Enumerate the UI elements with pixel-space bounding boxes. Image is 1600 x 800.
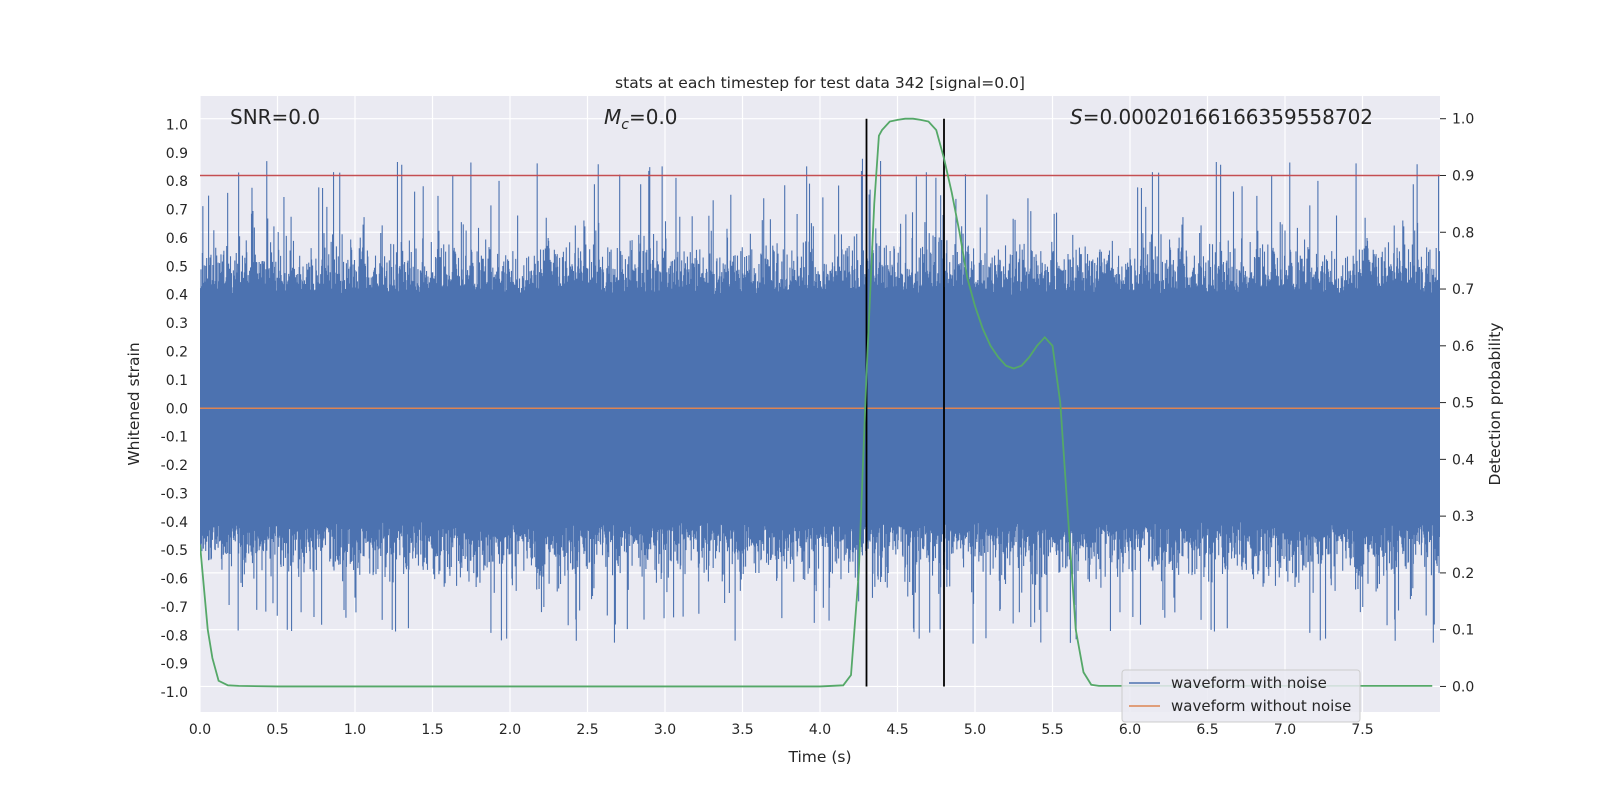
axes: 0.0 0.5 1.0 1.5 2.0 2.5 3.0 3.5 4.0 4.5 5.0 5.5 6.0 6…: [161, 112, 1475, 738]
y-tick-label: 0.6: [166, 231, 188, 247]
y-axis-label: Whitened strain: [125, 342, 143, 465]
y2-tick-label: 1.0: [1452, 112, 1474, 128]
x-tick-label: 2.0: [499, 722, 521, 738]
x-tick-label: 1.0: [344, 722, 366, 738]
chart-title: stats at each timestep for test data 342…: [615, 74, 1025, 92]
y2-tick-label: 0.6: [1452, 339, 1474, 355]
annotation-mc-value: =0.0: [629, 105, 678, 129]
y2-tick-label: 0.0: [1452, 679, 1474, 695]
legend-label-clean: waveform without noise: [1171, 697, 1351, 715]
detection-probability-line: [200, 117, 1433, 688]
y-tick-label: 0.3: [166, 316, 188, 332]
y-tick-label: 0.7: [166, 203, 188, 219]
x-tick-label: 6.0: [1119, 722, 1141, 738]
annotation-mc: Mc=0.0: [604, 105, 678, 133]
x-tick-label: 5.0: [964, 722, 986, 738]
legend-box: [1121, 669, 1361, 723]
annotation-mc-sub: c: [621, 117, 629, 133]
x-tick-label: 0.0: [189, 722, 211, 738]
y-tick-label: -0.9: [161, 657, 188, 673]
y-tick-label: 0.4: [166, 288, 188, 304]
y2-tick-label: 0.8: [1452, 225, 1474, 241]
y-tick-label: -0.7: [161, 600, 188, 616]
y-tick-label: 0.9: [166, 146, 188, 162]
y2-tick-label: 0.2: [1452, 566, 1474, 582]
x-axis-label: Time (s): [787, 748, 851, 766]
y-tick-label: -0.3: [161, 486, 188, 502]
y-tick-label: -0.5: [161, 543, 188, 559]
y2-tick-label: 0.5: [1452, 396, 1474, 412]
y-tick-label: -0.8: [161, 628, 188, 644]
legend-label-noise: waveform with noise: [1171, 674, 1327, 692]
annotation-s: S=0.00020166166359558702: [1070, 105, 1373, 129]
x-tick-label: 5.5: [1041, 722, 1063, 738]
annotation-mc-symbol: M: [604, 105, 621, 129]
y2-tick-label: 0.7: [1452, 282, 1474, 298]
y-tick-label: 0.5: [166, 259, 188, 275]
y-tick-label: -0.2: [161, 458, 188, 474]
x-tick-label: 6.5: [1196, 722, 1218, 738]
x-tick-label: 0.5: [266, 722, 288, 738]
y2-tick-label: 0.1: [1452, 623, 1474, 639]
annotation-snr: SNR=0.0: [230, 105, 320, 129]
x-tick-label: 4.0: [809, 722, 831, 738]
x-tick-label: 3.0: [654, 722, 676, 738]
y-tick-label: -0.4: [161, 515, 188, 531]
y2-tick-label: 0.9: [1452, 168, 1474, 184]
y-tick-label: 1.0: [166, 117, 188, 133]
x-tick-label: 2.5: [576, 722, 598, 738]
y-tick-label: 0.2: [166, 344, 188, 360]
annotation-s-symbol: S: [1070, 105, 1083, 129]
y2-tick-label: 0.4: [1452, 452, 1474, 468]
y-tick-label: 0.8: [166, 174, 188, 190]
y2-axis-label: Detection probability: [1486, 323, 1504, 486]
y-tick-label: 0.0: [166, 401, 188, 417]
y-tick-label: -0.6: [161, 572, 188, 588]
y-tick-label: -1.0: [161, 685, 188, 701]
y-tick-label: 0.1: [166, 373, 188, 389]
overlay-lines: [200, 117, 1440, 688]
y-tick-label: -0.1: [161, 430, 188, 446]
annotation-s-value: =0.00020166166359558702: [1083, 105, 1373, 129]
y2-tick-label: 0.3: [1452, 509, 1474, 525]
x-tick-label: 1.5: [421, 722, 443, 738]
x-tick-label: 7.0: [1274, 722, 1296, 738]
x-tick-label: 3.5: [731, 722, 753, 738]
legend: waveform with noise waveform without noi…: [1121, 669, 1361, 723]
x-tick-label: 7.5: [1351, 722, 1373, 738]
x-tick-label: 4.5: [886, 722, 908, 738]
